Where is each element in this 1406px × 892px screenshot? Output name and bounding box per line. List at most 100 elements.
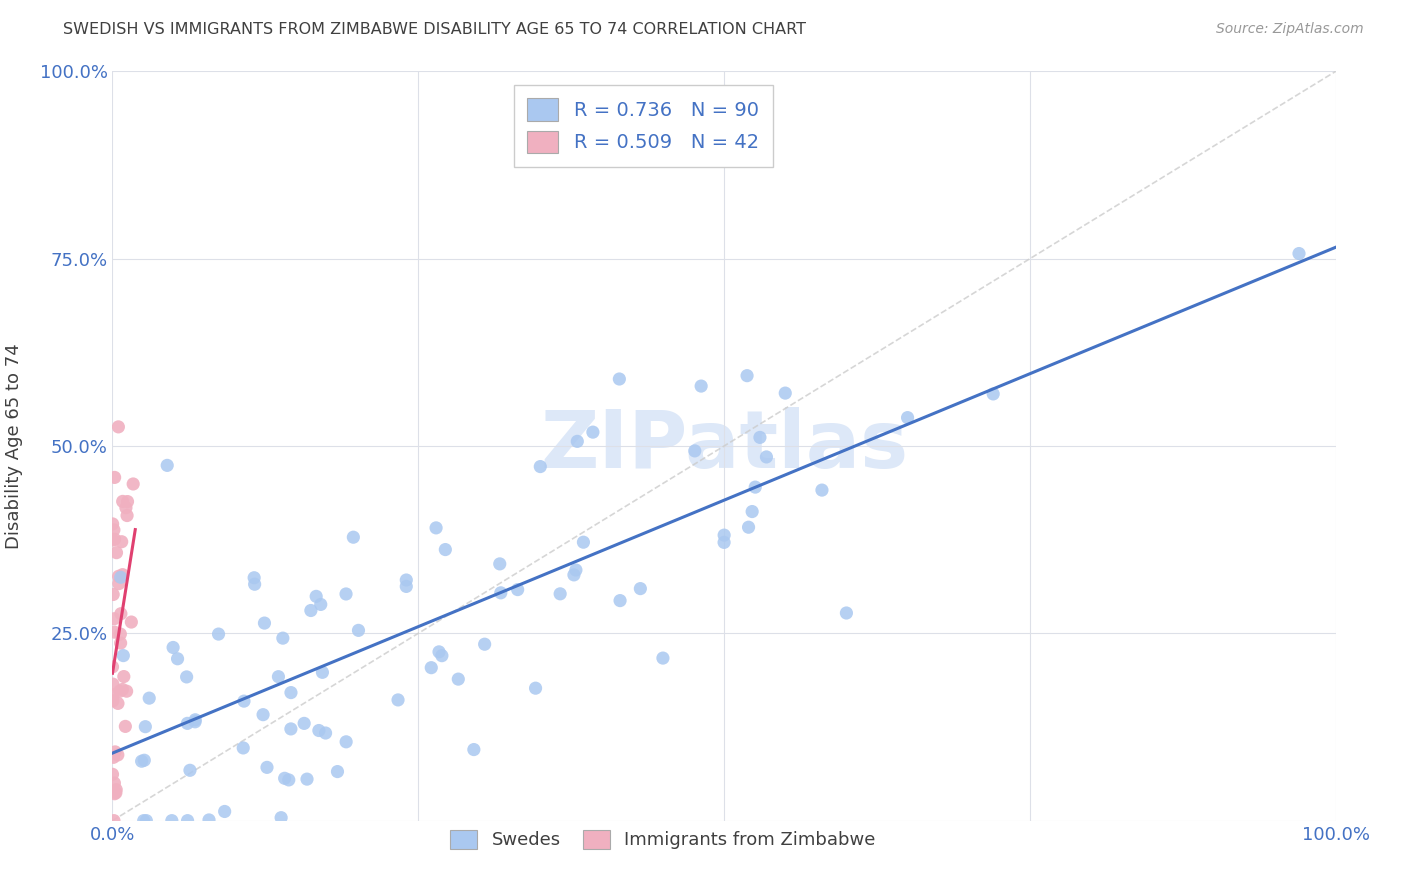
Point: [506, 582, 529, 597]
Point: [295, 772, 318, 786]
Point: [101, 767, 124, 781]
Point: [207, 627, 229, 641]
Point: [737, 520, 759, 534]
Point: [138, 691, 160, 706]
Point: [395, 579, 418, 593]
Point: [132, 814, 155, 828]
Point: [176, 670, 198, 684]
Point: [243, 571, 266, 585]
Point: [179, 764, 201, 778]
Point: [243, 577, 266, 591]
Point: [117, 494, 139, 508]
Point: [256, 760, 278, 774]
Point: [273, 772, 295, 786]
Point: [108, 684, 131, 698]
Point: [101, 516, 124, 531]
Point: [107, 697, 129, 711]
Point: [981, 387, 1004, 401]
Text: SWEDISH VS IMMIGRANTS FROM ZIMBABWE DISABILITY AGE 65 TO 74 CORRELATION CHART: SWEDISH VS IMMIGRANTS FROM ZIMBABWE DISA…: [63, 22, 806, 37]
Point: [104, 786, 127, 800]
Point: [280, 722, 302, 736]
Point: [735, 368, 758, 383]
Point: [335, 735, 357, 749]
Point: [233, 694, 256, 708]
Point: [567, 434, 589, 449]
Point: [434, 542, 457, 557]
Point: [103, 587, 125, 601]
Point: [131, 754, 153, 768]
Point: [292, 716, 315, 731]
Point: [214, 805, 236, 819]
Point: [683, 443, 706, 458]
Point: [609, 372, 631, 386]
Point: [162, 640, 184, 655]
Point: [103, 750, 125, 764]
Point: [387, 693, 409, 707]
Point: [112, 648, 135, 663]
Point: [713, 535, 735, 549]
Point: [184, 713, 207, 727]
Point: [115, 508, 138, 523]
Point: [110, 607, 132, 621]
Point: [101, 677, 124, 691]
Point: [101, 533, 124, 548]
Point: [232, 740, 254, 755]
Point: [420, 661, 443, 675]
Point: [335, 587, 357, 601]
Point: [447, 672, 470, 686]
Point: [253, 616, 276, 631]
Point: [115, 500, 138, 515]
Point: [524, 681, 547, 696]
Point: [105, 782, 128, 797]
Point: [315, 726, 337, 740]
Point: [529, 459, 551, 474]
Point: [713, 528, 735, 542]
Point: [111, 494, 134, 508]
Point: [744, 480, 766, 494]
Point: [489, 586, 512, 600]
Point: [184, 714, 207, 729]
Point: [425, 521, 447, 535]
Text: Source: ZipAtlas.com: Source: ZipAtlas.com: [1216, 22, 1364, 37]
Legend: Swedes, Immigrants from Zimbabwe: Swedes, Immigrants from Zimbabwe: [443, 822, 883, 856]
Point: [134, 720, 156, 734]
Point: [107, 569, 129, 583]
Point: [104, 533, 127, 547]
Point: [741, 504, 763, 518]
Point: [609, 593, 631, 607]
Point: [299, 603, 322, 617]
Point: [134, 753, 156, 767]
Point: [342, 530, 364, 544]
Point: [748, 430, 770, 444]
Point: [271, 631, 294, 645]
Point: [463, 742, 485, 756]
Point: [690, 379, 713, 393]
Point: [110, 627, 132, 641]
Point: [427, 645, 450, 659]
Point: [252, 707, 274, 722]
Point: [103, 612, 125, 626]
Point: [111, 682, 134, 697]
Point: [104, 470, 127, 484]
Point: [176, 716, 198, 731]
Point: [652, 651, 675, 665]
Point: [104, 745, 127, 759]
Point: [628, 582, 651, 596]
Point: [280, 685, 302, 699]
Point: [305, 590, 328, 604]
Point: [108, 576, 131, 591]
Point: [347, 624, 370, 638]
Point: [111, 534, 134, 549]
Point: [111, 567, 134, 582]
Point: [112, 669, 135, 683]
Point: [548, 587, 571, 601]
Point: [309, 598, 332, 612]
Point: [811, 483, 834, 497]
Point: [120, 615, 142, 629]
Point: [107, 420, 129, 434]
Point: [135, 814, 157, 828]
Point: [572, 535, 595, 549]
Point: [311, 665, 333, 680]
Point: [1288, 246, 1310, 260]
Point: [160, 814, 183, 828]
